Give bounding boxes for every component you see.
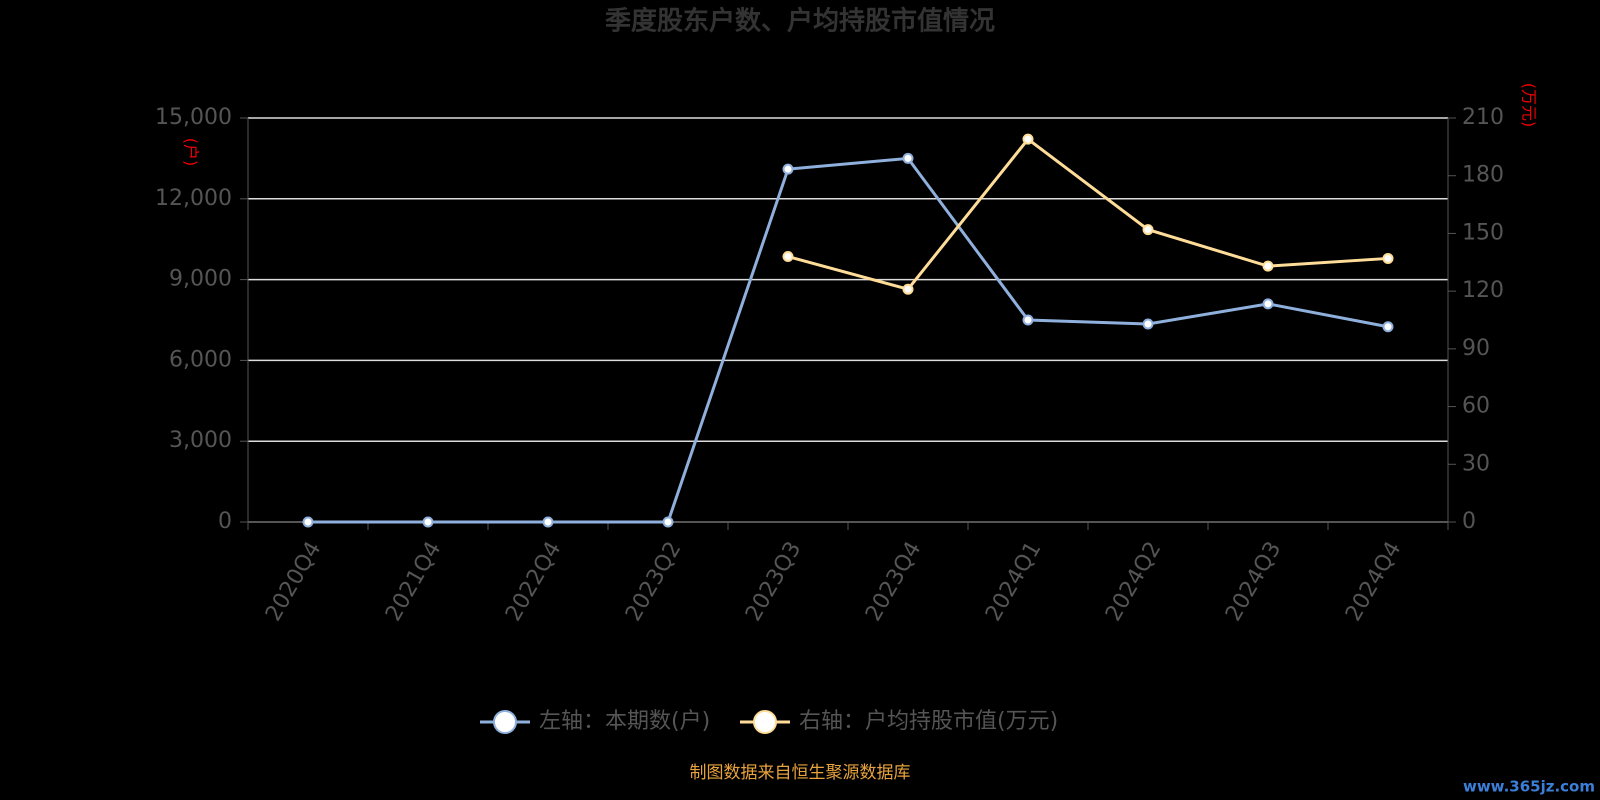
y2-tick-label: 60 [1462, 394, 1490, 419]
data-point [1022, 314, 1034, 326]
legend-label[interactable]: 右轴：户均持股市值(万元) [799, 709, 1058, 734]
data-point [1262, 298, 1274, 310]
y2-tick-label: 150 [1462, 220, 1504, 245]
data-point [302, 516, 314, 528]
y2-tick-label: 120 [1462, 278, 1504, 303]
data-point [1142, 318, 1154, 330]
watermark: www.365jz.com [1463, 778, 1595, 796]
data-point [1382, 252, 1394, 264]
data-point [422, 516, 434, 528]
y-tick-label: 15,000 [155, 105, 232, 130]
y-tick-label: 9,000 [169, 267, 232, 292]
y2-tick-label: 30 [1462, 451, 1490, 476]
data-point [902, 283, 914, 295]
data-point [782, 163, 794, 175]
y2-tick-label: 90 [1462, 336, 1490, 361]
y2-axis-label: (万元) [1520, 83, 1539, 128]
y-tick-label: 12,000 [155, 186, 232, 211]
data-point [1262, 260, 1274, 272]
y-axis-label: (户) [182, 138, 201, 167]
data-point [1382, 321, 1394, 333]
y2-tick-label: 210 [1462, 105, 1504, 130]
y-tick-label: 6,000 [169, 347, 232, 372]
y2-tick-label: 180 [1462, 163, 1504, 188]
source-note: 制图数据来自恒生聚源数据库 [690, 763, 911, 783]
data-point [1022, 133, 1034, 145]
data-point [1142, 224, 1154, 236]
y2-tick-label: 0 [1462, 509, 1476, 534]
chart-title: 季度股东户数、户均持股市值情况 [605, 6, 995, 37]
data-point [902, 152, 914, 164]
data-point [542, 516, 554, 528]
y-tick-label: 3,000 [169, 428, 232, 453]
legend-marker[interactable] [493, 710, 517, 734]
y-tick-label: 0 [218, 509, 232, 534]
series-line [308, 156, 1389, 524]
series-line [787, 137, 1389, 291]
legend-marker[interactable] [753, 710, 777, 734]
legend-label[interactable]: 左轴：本期数(户) [539, 709, 710, 734]
data-point [782, 251, 794, 263]
data-point [662, 516, 674, 528]
